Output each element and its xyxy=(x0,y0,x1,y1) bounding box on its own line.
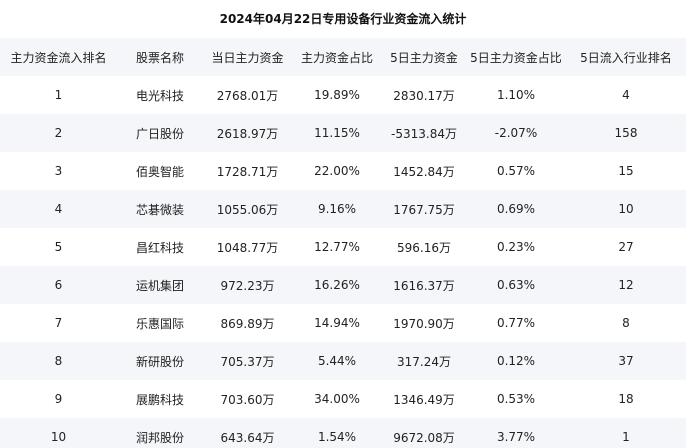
table-row: 10 润邦股份 643.64万 1.54% 9672.08万 3.77% 1 xyxy=(0,418,686,448)
daily-main-fund-cell: 2618.97万 xyxy=(216,126,279,141)
5day-main-fund-ratio-cell: 0.57% xyxy=(496,164,536,178)
5day-industry-rank-cell: 1 xyxy=(622,430,630,444)
table-row: 8 新研股份 705.37万 5.44% 317.24万 0.12% 37 xyxy=(0,342,686,380)
5day-industry-rank-cell: 10 xyxy=(618,202,634,216)
rank-cell: 8 xyxy=(54,354,63,368)
daily-main-fund-cell: 705.37万 xyxy=(220,354,275,369)
table-row: 7 乐惠国际 869.89万 14.94% 1970.90万 0.77% 8 xyxy=(0,304,686,342)
daily-main-fund-cell: 1048.77万 xyxy=(216,240,279,255)
table-row: 3 佰奥智能 1728.71万 22.00% 1452.84万 0.57% 15 xyxy=(0,152,686,190)
stock-name-cell: 展鹏科技 xyxy=(135,392,184,407)
main-fund-ratio-cell: 9.16% xyxy=(317,202,357,216)
table-row: 1 电光科技 2768.01万 19.89% 2830.17万 1.10% 4 xyxy=(0,76,686,114)
header-5day-industry-rank: 5日流入行业排名 xyxy=(580,50,672,65)
5day-main-fund-ratio-cell: 1.10% xyxy=(496,88,536,102)
header-5day-main-fund: 5日主力资金 xyxy=(390,50,458,65)
fund-flow-table: 主力资金流入排名 股票名称 当日主力资金 主力资金占比 5日主力资金 5日主力资… xyxy=(0,38,686,448)
stock-name-cell: 新研股份 xyxy=(135,354,184,369)
main-fund-ratio-cell: 22.00% xyxy=(314,164,360,178)
stock-name-cell: 广日股份 xyxy=(135,126,184,141)
5day-industry-rank-cell: 12 xyxy=(618,278,634,292)
5day-main-fund-ratio-cell: 0.69% xyxy=(496,202,536,216)
5day-main-fund-cell: 1346.49万 xyxy=(393,392,455,407)
rank-cell: 4 xyxy=(54,202,63,216)
5day-main-fund-cell: 317.24万 xyxy=(397,354,451,369)
header-main-fund-ratio: 主力资金占比 xyxy=(300,50,373,65)
5day-main-fund-cell: 1970.90万 xyxy=(393,316,455,331)
rank-cell: 9 xyxy=(54,392,63,406)
daily-main-fund-cell: 703.60万 xyxy=(220,392,275,407)
daily-main-fund-cell: 1728.71万 xyxy=(216,164,279,179)
header-rank: 主力资金流入排名 xyxy=(10,50,107,65)
main-fund-ratio-cell: 5.44% xyxy=(317,354,357,368)
rank-cell: 5 xyxy=(54,240,63,254)
5day-main-fund-ratio-cell: 0.12% xyxy=(496,354,536,368)
table-body: 1 电光科技 2768.01万 19.89% 2830.17万 1.10% 4 2 广日股份 26… xyxy=(0,76,686,448)
stock-name-cell: 电光科技 xyxy=(135,88,184,103)
header-stock-name: 股票名称 xyxy=(135,50,184,65)
5day-main-fund-cell: 2830.17万 xyxy=(393,88,455,103)
stock-name-cell: 润邦股份 xyxy=(135,430,184,445)
5day-main-fund-ratio-cell: 0.23% xyxy=(496,240,536,254)
main-fund-ratio-cell: 19.89% xyxy=(314,88,360,102)
5day-main-fund-cell: 1452.84万 xyxy=(393,164,455,179)
5day-industry-rank-cell: 18 xyxy=(618,392,634,406)
main-fund-ratio-cell: 1.54% xyxy=(317,430,357,444)
rank-cell: 10 xyxy=(50,430,67,444)
stock-name-cell: 乐惠国际 xyxy=(135,316,184,331)
main-fund-ratio-cell: 34.00% xyxy=(314,392,360,406)
5day-main-fund-ratio-cell: -2.07% xyxy=(494,126,538,140)
main-fund-ratio-cell: 16.26% xyxy=(314,278,360,292)
rank-cell: 6 xyxy=(54,278,63,292)
table-title: 2024年04月22日专用设备行业资金流入统计 xyxy=(219,12,467,26)
table-row: 6 运机集团 972.23万 16.26% 1616.37万 0.63% 12 xyxy=(0,266,686,304)
table-row: 5 昌红科技 1048.77万 12.77% 596.16万 0.23% 27 xyxy=(0,228,686,266)
table-row: 2 广日股份 2618.97万 11.15% -5313.84万 -2.07% 158 xyxy=(0,114,686,152)
5day-industry-rank-cell: 8 xyxy=(622,316,630,330)
5day-main-fund-cell: 1616.37万 xyxy=(393,278,455,293)
stock-name-cell: 运机集团 xyxy=(135,278,184,293)
main-fund-ratio-cell: 11.15% xyxy=(314,126,360,140)
5day-industry-rank-cell: 4 xyxy=(622,88,630,102)
5day-main-fund-cell: 9672.08万 xyxy=(393,430,455,445)
5day-main-fund-cell: 596.16万 xyxy=(397,240,451,255)
table-row: 4 芯碁微装 1055.06万 9.16% 1767.75万 0.69% 10 xyxy=(0,190,686,228)
5day-industry-rank-cell: 15 xyxy=(618,164,634,178)
5day-main-fund-ratio-cell: 0.63% xyxy=(496,278,536,292)
main-fund-ratio-cell: 14.94% xyxy=(314,316,360,330)
5day-industry-rank-cell: 27 xyxy=(618,240,634,254)
5day-main-fund-ratio-cell: 0.53% xyxy=(496,392,536,406)
5day-main-fund-ratio-cell: 3.77% xyxy=(496,430,536,444)
daily-main-fund-cell: 2768.01万 xyxy=(216,88,279,103)
5day-industry-rank-cell: 37 xyxy=(618,354,634,368)
stock-name-cell: 昌红科技 xyxy=(135,240,184,255)
rank-cell: 3 xyxy=(54,164,63,178)
table-row: 9 展鹏科技 703.60万 34.00% 1346.49万 0.53% 18 xyxy=(0,380,686,418)
daily-main-fund-cell: 869.89万 xyxy=(220,316,275,331)
5day-industry-rank-cell: 158 xyxy=(614,126,638,140)
daily-main-fund-cell: 643.64万 xyxy=(220,430,275,445)
table-header-row: 主力资金流入排名 股票名称 当日主力资金 主力资金占比 5日主力资金 5日主力资… xyxy=(0,38,686,76)
5day-main-fund-cell: 1767.75万 xyxy=(393,202,455,217)
daily-main-fund-cell: 972.23万 xyxy=(220,278,275,293)
rank-cell: 7 xyxy=(54,316,63,330)
5day-main-fund-cell: -5313.84万 xyxy=(391,126,457,141)
header-daily-main-fund: 当日主力资金 xyxy=(211,50,284,65)
header-5day-main-fund-ratio: 5日主力资金占比 xyxy=(470,50,562,65)
rank-cell: 2 xyxy=(54,126,63,140)
main-fund-ratio-cell: 12.77% xyxy=(314,240,360,254)
daily-main-fund-cell: 1055.06万 xyxy=(216,202,279,217)
stock-name-cell: 芯碁微装 xyxy=(135,202,184,217)
stock-name-cell: 佰奥智能 xyxy=(135,164,184,179)
5day-main-fund-ratio-cell: 0.77% xyxy=(496,316,536,330)
rank-cell: 1 xyxy=(54,88,63,102)
